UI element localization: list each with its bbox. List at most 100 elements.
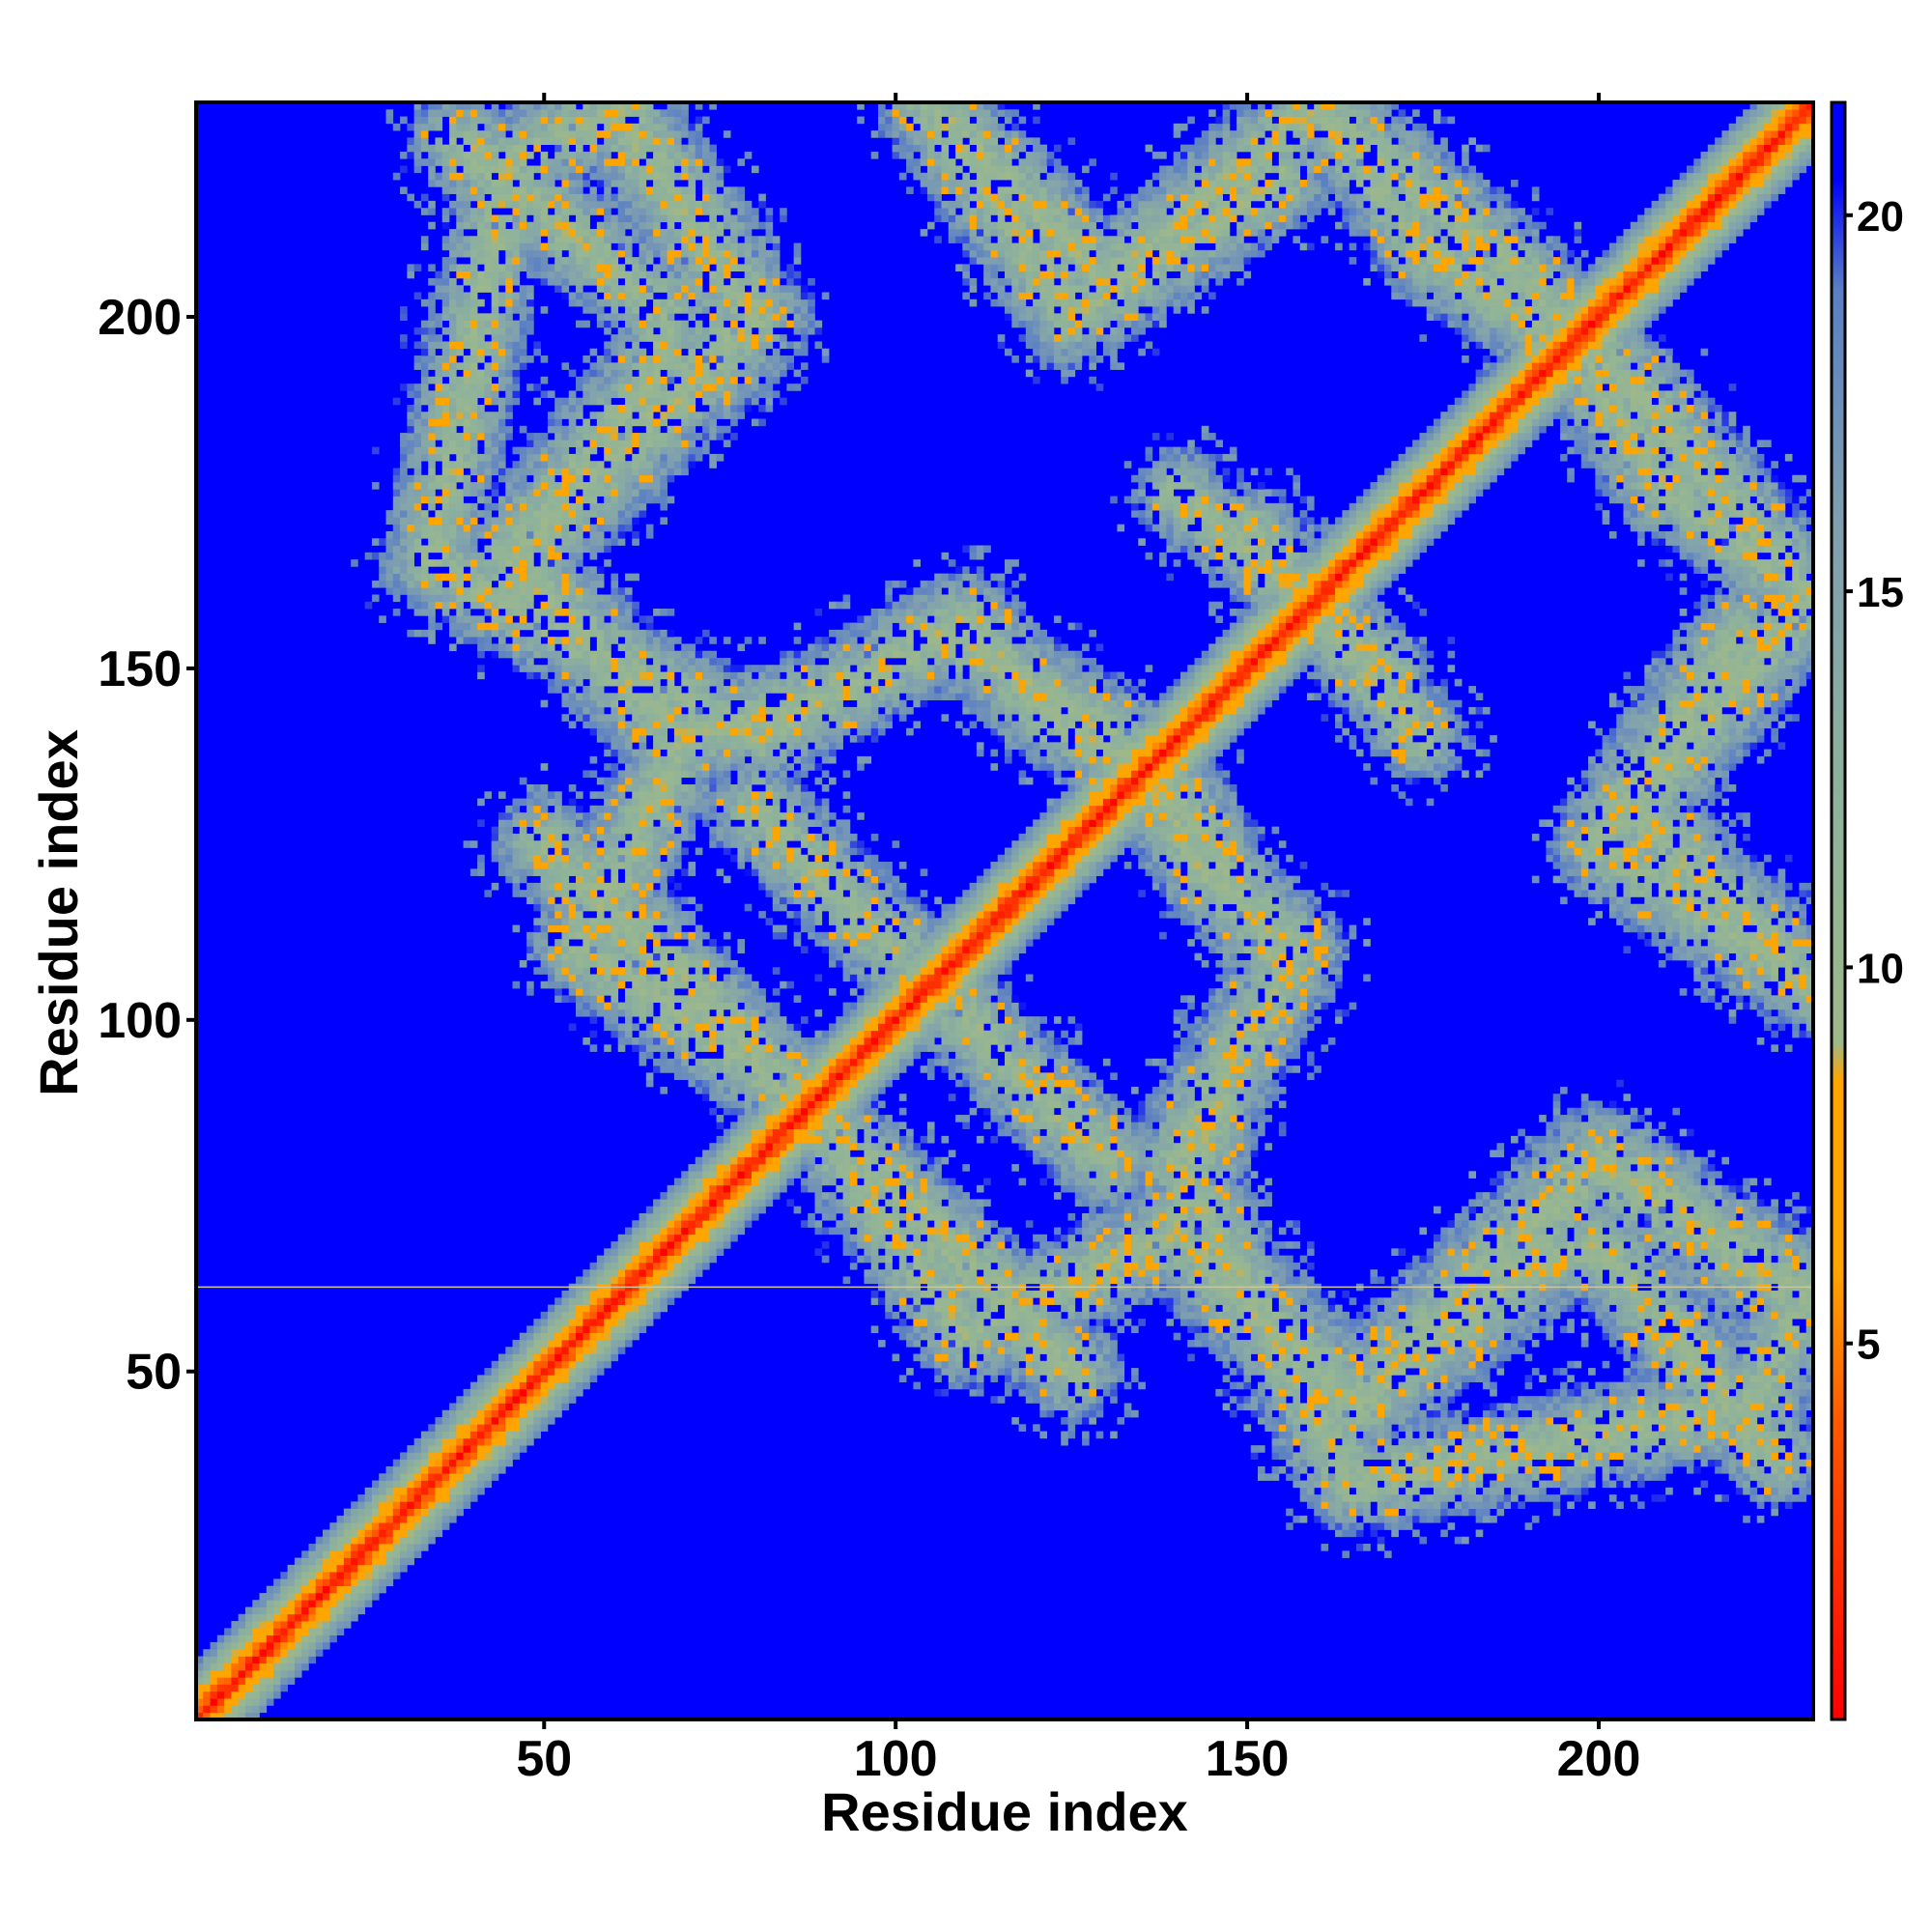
heatmap-cell bbox=[547, 1381, 555, 1390]
heatmap-cell bbox=[512, 369, 521, 378]
heatmap-cell bbox=[624, 249, 633, 258]
heatmap-cell bbox=[308, 1634, 317, 1643]
heatmap-cell bbox=[639, 109, 647, 117]
heatmap-cell bbox=[540, 939, 549, 947]
heatmap-cell bbox=[639, 967, 647, 975]
heatmap-cell bbox=[617, 1319, 626, 1326]
heatmap-cell bbox=[413, 425, 422, 434]
heatmap-cell bbox=[540, 847, 549, 856]
heatmap-cell bbox=[469, 622, 478, 631]
heatmap-cell bbox=[540, 229, 549, 237]
heatmap-cell bbox=[673, 158, 682, 166]
heatmap-cell bbox=[554, 952, 562, 961]
heatmap-cell bbox=[576, 601, 583, 610]
heatmap-cell bbox=[554, 882, 562, 891]
heatmap-cell bbox=[385, 1578, 394, 1587]
heatmap-cell bbox=[477, 158, 485, 166]
heatmap-cell bbox=[420, 418, 429, 427]
heatmap-cell bbox=[428, 1529, 436, 1538]
heatmap-cell bbox=[456, 264, 464, 272]
heatmap-cell bbox=[681, 151, 689, 159]
heatmap-cell bbox=[568, 931, 577, 940]
heatmap-cell bbox=[611, 727, 619, 736]
heatmap-cell bbox=[449, 130, 457, 138]
heatmap-cell bbox=[667, 116, 675, 125]
heatmap-cell bbox=[639, 1037, 647, 1045]
heatmap-cell bbox=[497, 236, 506, 243]
heatmap-cell bbox=[463, 609, 471, 616]
heatmap-cell bbox=[357, 1522, 366, 1530]
heatmap-cell bbox=[673, 924, 682, 933]
heatmap-cell bbox=[343, 1613, 352, 1622]
heatmap-cell bbox=[441, 489, 450, 497]
heatmap-cell bbox=[512, 545, 521, 554]
heatmap-cell bbox=[617, 601, 626, 610]
heatmap-cell bbox=[604, 1276, 611, 1285]
heatmap-cell bbox=[576, 629, 583, 638]
heatmap-cell bbox=[477, 1437, 485, 1446]
heatmap-cell bbox=[491, 453, 499, 462]
heatmap-cell bbox=[632, 102, 639, 110]
heatmap-cell bbox=[400, 545, 408, 554]
heatmap-cell bbox=[582, 826, 590, 835]
heatmap-cell bbox=[385, 1508, 394, 1517]
heatmap-cell bbox=[484, 1465, 493, 1474]
heatmap-cell bbox=[653, 482, 661, 490]
heatmap-cell bbox=[561, 924, 570, 933]
heatmap-cell bbox=[695, 200, 703, 209]
heatmap-cell bbox=[653, 130, 661, 138]
heatmap-cell bbox=[526, 862, 534, 869]
heatmap-cell bbox=[681, 1269, 689, 1277]
heatmap-cell bbox=[554, 609, 562, 616]
heatmap-cell bbox=[561, 995, 570, 1003]
heatmap-cell bbox=[413, 292, 422, 300]
heatmap-cell bbox=[449, 277, 457, 286]
heatmap-cell bbox=[463, 221, 471, 230]
heatmap-cell bbox=[519, 1396, 527, 1404]
heatmap-cell bbox=[611, 777, 619, 785]
heatmap-cell bbox=[420, 193, 429, 202]
heatmap-cell bbox=[604, 988, 611, 996]
heatmap-cell bbox=[484, 573, 493, 582]
heatmap-cell bbox=[617, 264, 626, 272]
heatmap-cell bbox=[441, 1409, 450, 1418]
heatmap-cell bbox=[259, 1600, 268, 1607]
heatmap-cell bbox=[203, 1705, 211, 1714]
heatmap-cell bbox=[519, 622, 527, 631]
heatmap-cell bbox=[653, 1206, 661, 1214]
heatmap-cell bbox=[617, 236, 626, 243]
heatmap-cell bbox=[547, 440, 555, 447]
heatmap-cell bbox=[336, 1585, 345, 1594]
heatmap-cell bbox=[604, 974, 611, 982]
heatmap-cell bbox=[526, 643, 534, 652]
heatmap-cell bbox=[561, 180, 570, 187]
heatmap-cell bbox=[526, 1424, 534, 1432]
heatmap-cell bbox=[519, 1431, 527, 1439]
heatmap-cell bbox=[519, 1339, 527, 1348]
heatmap-cell bbox=[582, 489, 590, 497]
heatmap-cell bbox=[435, 341, 443, 350]
heatmap-cell bbox=[526, 236, 534, 243]
heatmap-cell bbox=[617, 615, 626, 623]
heatmap-cell bbox=[519, 221, 527, 230]
heatmap-cell bbox=[315, 1564, 324, 1573]
heatmap-cell bbox=[639, 1016, 647, 1024]
heatmap-cell bbox=[645, 327, 654, 335]
heatmap-cell bbox=[497, 1360, 506, 1369]
heatmap-cell bbox=[568, 165, 577, 174]
heatmap-cell bbox=[673, 763, 682, 771]
heatmap-cell bbox=[505, 109, 513, 117]
heatmap-cell bbox=[632, 924, 639, 933]
heatmap-cell bbox=[617, 952, 626, 961]
heatmap-cell bbox=[660, 959, 668, 968]
heatmap-cell bbox=[463, 461, 471, 469]
heatmap-cell bbox=[624, 510, 633, 518]
heatmap-cell bbox=[688, 418, 696, 427]
heatmap-cell bbox=[526, 264, 534, 272]
heatmap-cell bbox=[308, 1557, 317, 1566]
heatmap-cell bbox=[632, 418, 639, 427]
heatmap-cell bbox=[576, 615, 583, 623]
heatmap-cell bbox=[497, 474, 506, 483]
heatmap-cell bbox=[688, 229, 696, 237]
heatmap-cell bbox=[287, 1656, 296, 1664]
